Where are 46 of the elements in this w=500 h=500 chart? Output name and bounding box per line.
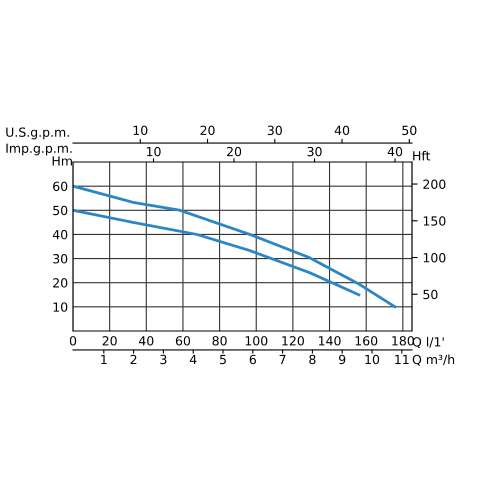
text: 9 [339, 354, 346, 364]
text: 1 [101, 354, 107, 364]
y2-axis-title: Hft [413, 150, 430, 160]
text: 11 [395, 354, 409, 364]
x-tick-label: 40 [138, 336, 154, 346]
y2-tick-label: 200 [423, 180, 446, 189]
x-tick-label: 60 [176, 336, 190, 346]
x-tick-label: 160 [356, 336, 378, 346]
y-axis-title: Hm [52, 156, 72, 166]
text: 7 [280, 354, 286, 364]
line-series [73, 184, 396, 308]
y-tick-label: 50 [53, 206, 68, 216]
x2-axis-title: U.S.g.p.m. [6, 127, 69, 140]
x2-tick-label: 30 [268, 126, 282, 136]
text: 20 [226, 146, 242, 156]
text: Imp.g.p.m. [6, 144, 72, 156]
x2-tick-label: 20 [200, 126, 215, 136]
x-tick-label: 120 [282, 336, 304, 346]
y-tick-label: 30 [53, 254, 68, 264]
text: Q m³/h [412, 354, 454, 366]
text: 3 [160, 354, 166, 364]
text: 5 [220, 354, 226, 364]
y-tick-label: 20 [53, 278, 68, 288]
text: 10 [146, 146, 161, 156]
x2-tick-label: 40 [334, 126, 350, 136]
x-tick-label: 100 [246, 336, 268, 346]
y2-tick-label: 50 [423, 290, 438, 300]
x-tick-label: 0 [70, 336, 76, 346]
text: 10 [365, 354, 380, 364]
y-tick-label: 10 [54, 302, 68, 312]
text: 30 [308, 146, 322, 156]
text: 8 [309, 354, 316, 364]
x2-tick-label: 50 [402, 126, 416, 136]
y-tick-label: 40 [52, 230, 68, 240]
y-tick-label: 60 [53, 182, 68, 192]
text: 6 [250, 354, 256, 364]
x-tick-label: 80 [212, 336, 227, 346]
x-tick-label: 140 [318, 336, 341, 346]
text: 2 [130, 354, 136, 364]
y2-tick-label: 100 [424, 252, 446, 262]
y2-tick-label: 150 [424, 216, 446, 226]
x2-tick-label: 10 [134, 126, 148, 136]
x-tick-label: 20 [102, 336, 117, 346]
text: 40 [388, 146, 402, 156]
line-series [73, 208, 360, 296]
text: 4 [190, 354, 196, 364]
